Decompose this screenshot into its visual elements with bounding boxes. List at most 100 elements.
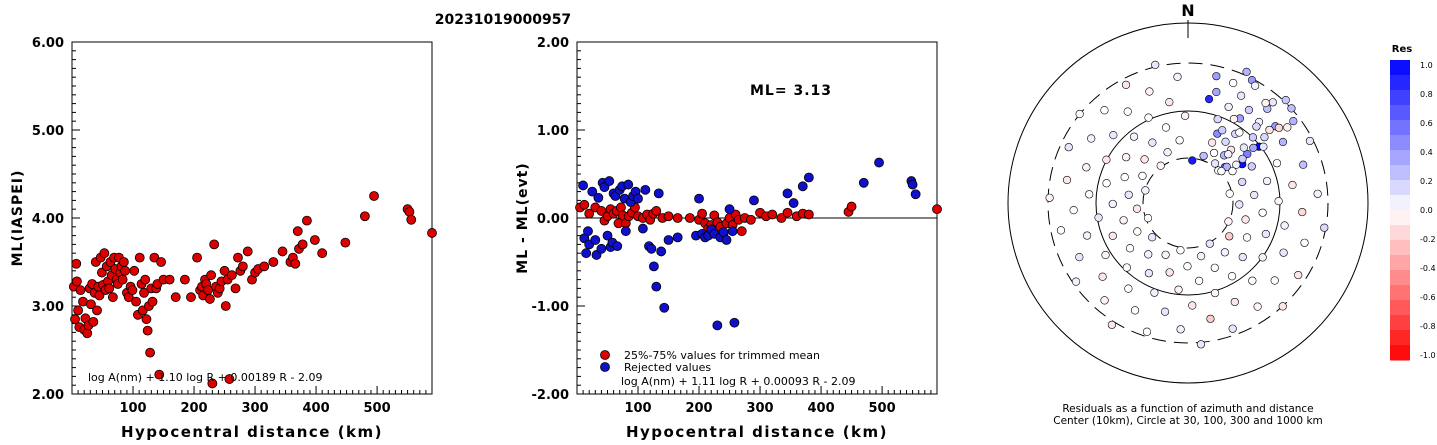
colorbar-tick-label: -0.8 xyxy=(1420,322,1436,331)
station-point xyxy=(1298,207,1307,217)
legend-label-trimmed: 25%-75% values for trimmed mean xyxy=(624,349,820,362)
data-point xyxy=(73,305,84,316)
y-tick-label: 1.00 xyxy=(537,124,569,139)
station-point xyxy=(1123,107,1132,116)
station-point xyxy=(1229,78,1238,88)
data-point xyxy=(646,243,657,254)
station-point xyxy=(1262,176,1272,186)
station-point xyxy=(1261,98,1270,108)
plot-frame xyxy=(71,41,433,395)
station-point xyxy=(1252,122,1261,131)
station-point xyxy=(1138,171,1147,180)
station-point xyxy=(1094,213,1103,222)
data-point xyxy=(292,226,303,237)
data-point xyxy=(663,211,674,222)
station-point xyxy=(1196,252,1206,261)
station-point xyxy=(1119,216,1128,225)
station-point xyxy=(1144,269,1153,278)
station-point xyxy=(1071,277,1081,286)
station-point xyxy=(1225,232,1234,241)
station-point xyxy=(1268,98,1277,107)
x-tick-label: 500 xyxy=(869,401,896,416)
y-tick-label: 2.00 xyxy=(32,388,64,403)
data-point xyxy=(651,206,662,216)
colorbar-cell xyxy=(1390,270,1410,286)
colorbar-cell xyxy=(1390,120,1410,136)
polar-caption-line1: Residuals as a function of azimuth and d… xyxy=(1062,403,1313,415)
station-point xyxy=(1064,143,1073,152)
station-point xyxy=(1163,148,1172,157)
station-point xyxy=(1175,136,1184,145)
legend-marker-trimmed xyxy=(600,350,610,360)
station-point xyxy=(1183,262,1192,271)
colorbar-tick-label: 0.2 xyxy=(1420,177,1433,186)
colorbar-tick-label: 0.8 xyxy=(1420,90,1433,99)
station-point xyxy=(1242,67,1251,76)
station-point xyxy=(1122,263,1131,272)
station-point xyxy=(1199,151,1208,161)
data-point xyxy=(369,191,379,201)
y-axis-label: ML - ML(evt) xyxy=(515,162,531,273)
data-point xyxy=(776,213,787,223)
data-point xyxy=(596,206,607,216)
axis-ticks: 2.00 3.00 4.00 5.00 6.00 100 200 300 400 500 xyxy=(32,36,427,416)
station-point xyxy=(1274,197,1283,206)
station-point xyxy=(1218,126,1227,135)
colorbar-cells xyxy=(1390,60,1410,361)
data-point xyxy=(907,179,918,190)
data-point xyxy=(118,257,129,267)
station-point xyxy=(1265,125,1274,135)
station-point xyxy=(1250,190,1259,200)
station-point xyxy=(1205,239,1214,248)
data-point xyxy=(767,209,778,220)
data-point xyxy=(224,374,235,384)
y-tick-label: 2.00 xyxy=(537,36,569,51)
data-point xyxy=(803,209,814,220)
ring-30km xyxy=(1142,157,1234,249)
station-point xyxy=(1313,189,1322,198)
y-tick-label: -2.00 xyxy=(532,388,569,403)
data-point xyxy=(179,274,190,285)
data-point xyxy=(277,246,288,257)
station-point xyxy=(1173,72,1182,81)
station-point xyxy=(1188,301,1197,310)
station-point xyxy=(1195,276,1204,285)
colorbar-cell xyxy=(1390,90,1410,106)
panel-residuals-vs-distance: -2.00 -1.00 0.00 1.00 2.00 100 200 300 400 500 ML… xyxy=(515,36,942,441)
station-point xyxy=(1258,253,1267,262)
data-point xyxy=(596,243,607,254)
data-point xyxy=(858,177,869,188)
colorbar-cell xyxy=(1390,135,1410,151)
station-point xyxy=(1244,105,1254,115)
y-tick-label: 3.00 xyxy=(32,300,64,315)
station-point xyxy=(1281,96,1290,105)
data-point xyxy=(736,226,747,237)
station-point xyxy=(1274,123,1284,132)
data-point xyxy=(82,328,93,339)
x-tick-label: 300 xyxy=(746,401,773,416)
colorbar-tick-label: 0.4 xyxy=(1420,148,1433,157)
station-point xyxy=(1239,143,1248,152)
data-point xyxy=(584,208,595,219)
station-point xyxy=(1235,200,1244,209)
data-point xyxy=(117,274,128,285)
data-point xyxy=(192,252,202,263)
station-point xyxy=(1143,214,1153,223)
colorbar-cell xyxy=(1390,165,1410,181)
data-point xyxy=(910,189,921,200)
data-point xyxy=(604,176,615,186)
station-point xyxy=(1232,160,1241,169)
station-point xyxy=(1237,91,1246,100)
station-point xyxy=(1196,340,1206,349)
data-point xyxy=(104,283,115,294)
station-point xyxy=(1320,223,1329,232)
x-tick-label: 500 xyxy=(364,401,391,416)
station-point xyxy=(1224,217,1233,226)
station-point xyxy=(1109,131,1118,140)
station-point xyxy=(1150,288,1159,297)
station-point xyxy=(1083,231,1092,240)
data-point xyxy=(727,226,738,237)
data-point xyxy=(404,206,415,217)
colorbar-cell xyxy=(1390,315,1410,331)
